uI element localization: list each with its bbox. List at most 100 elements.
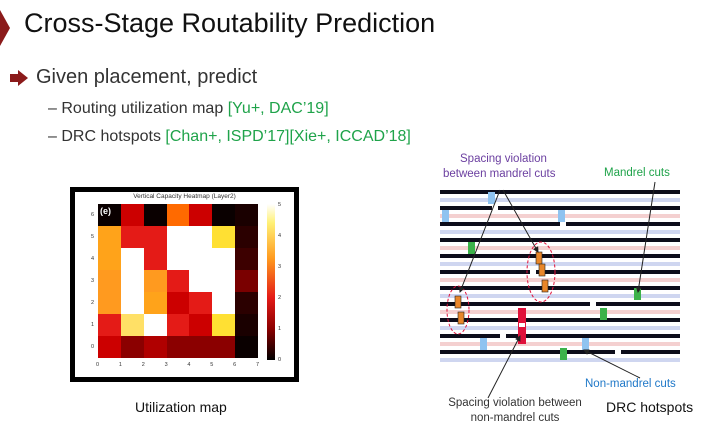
heatmap-cell (120, 292, 144, 314)
annotation-line: between mandrel cuts (443, 168, 556, 180)
y-tick-label: 1 (91, 322, 95, 328)
y-tick-label: 6 (91, 212, 95, 218)
spacing-violation-mandrel-label: Spacing violation between mandrel cuts (443, 152, 556, 182)
track-gap (492, 206, 498, 210)
heatmap-cell (120, 248, 144, 270)
main-bullet: Given placement, predict (36, 66, 258, 88)
x-tick-label: 1 (118, 362, 122, 368)
heatmap-cell (189, 204, 213, 226)
violation-gap (519, 323, 525, 327)
heatmap-cell (235, 270, 258, 292)
colorbar-tick-label: 1 (278, 326, 282, 332)
non-mandrel-cut (442, 210, 449, 222)
heatmap-cell (189, 336, 213, 358)
non-mandrel-cut (488, 192, 495, 204)
track-gap (590, 302, 596, 306)
routing-track (440, 326, 680, 330)
routing-track (440, 190, 680, 194)
non-mandrel-cuts-label: Non-mandrel cuts (585, 378, 676, 390)
routing-track (440, 206, 680, 210)
citation-link: [Chan+, ISPD’17][Xie+, ICCAD’18] (165, 128, 411, 145)
mandrel-cut (560, 348, 567, 360)
routing-track (440, 230, 680, 234)
heatmap-cell (98, 204, 121, 226)
y-tick-label: 3 (91, 278, 95, 284)
heatmap-cell (120, 204, 144, 226)
routing-track (440, 286, 680, 290)
colorbar-tick-label: 4 (278, 233, 282, 239)
slide-title: Cross-Stage Routability Prediction (24, 8, 436, 38)
x-tick-label: 0 (96, 362, 100, 368)
routing-track (440, 278, 680, 282)
violating-cut (535, 251, 543, 265)
non-mandrel-cut (582, 338, 589, 350)
heatmap-cell (120, 314, 144, 336)
annotation-line: non-mandrel cuts (470, 412, 560, 424)
violating-cut (457, 311, 465, 325)
heatmap-grid (98, 204, 258, 358)
mandrel-cut (600, 308, 607, 320)
x-tick-label: 5 (210, 362, 214, 368)
heatmap-cell (189, 248, 213, 270)
heatmap-cell (98, 292, 121, 314)
heatmap-cell (235, 292, 258, 314)
heatmap-cell (143, 336, 167, 358)
heatmap-cell (235, 336, 258, 358)
heatmap-cell (235, 314, 258, 336)
routing-track (440, 318, 680, 322)
colorbar (267, 204, 275, 360)
heatmap-cell (120, 270, 144, 292)
dash: – (48, 100, 57, 117)
heatmap-canvas: Vertical Capacity Heatmap (Layer2) (e) 0… (75, 192, 294, 377)
heatmap-cell (143, 204, 167, 226)
heatmap-cell (189, 226, 213, 248)
utilization-caption: Utilization map (135, 399, 227, 415)
x-tick-label: 6 (233, 362, 237, 368)
heatmap-cell (166, 336, 190, 358)
sub-bullet-text: DRC hotspots (61, 128, 161, 145)
x-tick-label: 4 (187, 362, 191, 368)
routing-track (440, 302, 680, 306)
heatmap-cell (120, 336, 144, 358)
mandrel-cut (634, 288, 641, 300)
heatmap-cell (166, 226, 190, 248)
routing-track (440, 342, 680, 346)
routing-track (440, 270, 680, 274)
x-tick-label: 2 (141, 362, 145, 368)
citation-link: [Yu+, DAC’19] (227, 100, 329, 117)
arrow-bullet-icon (10, 70, 28, 86)
mandrel-cuts-label: Mandrel cuts (604, 167, 670, 179)
spacing-violation-non-mandrel-label: Spacing violation between non-mandrel cu… (440, 396, 590, 426)
heatmap-cell (98, 226, 121, 248)
routing-track (440, 262, 680, 266)
heatmap-cell (143, 226, 167, 248)
sub-bullet-utilization: – Routing utilization map [Yu+, DAC’19] (48, 100, 329, 118)
routing-track (440, 254, 680, 258)
heatmap-cell (235, 248, 258, 270)
heatmap-cell (98, 270, 121, 292)
heatmap-cell (143, 270, 167, 292)
heatmap-cell (235, 204, 258, 226)
heatmap-cell (189, 292, 213, 314)
dash: – (48, 128, 57, 145)
colorbar-tick-label: 5 (278, 202, 282, 208)
heatmap-title: Vertical Capacity Heatmap (Layer2) (133, 193, 236, 200)
violation-highlight-ellipse (526, 241, 556, 303)
routing-track (440, 334, 680, 338)
colorbar-tick-label: 0 (278, 357, 282, 363)
heatmap-cell (212, 204, 236, 226)
heatmap-cell (120, 226, 144, 248)
y-tick-label: 2 (91, 300, 95, 306)
heatmap-cell (143, 248, 167, 270)
heatmap-cell (212, 248, 236, 270)
heatmap-cell (143, 292, 167, 314)
routing-track (440, 294, 680, 298)
heatmap-cell (212, 336, 236, 358)
mandrel-cut (468, 242, 475, 254)
heatmap-cell (166, 248, 190, 270)
heatmap-cell (235, 226, 258, 248)
colorbar-tick-label: 2 (278, 295, 282, 301)
track-gap (560, 222, 566, 226)
violating-cut (541, 279, 549, 293)
violating-cut (454, 295, 462, 309)
